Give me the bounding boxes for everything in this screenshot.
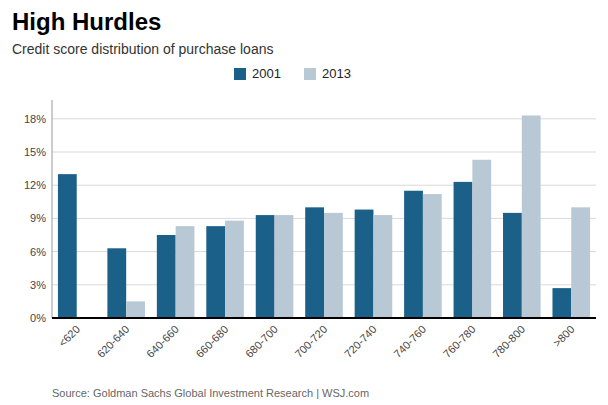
- chart: High Hurdles Credit score distribution of…: [0, 0, 608, 405]
- subtitle: Credit score distribution of purchase lo…: [12, 41, 273, 57]
- x-axis-line: [52, 317, 596, 319]
- bar: [107, 248, 126, 318]
- bar: [454, 182, 473, 318]
- y-tick-label: 3%: [30, 279, 46, 291]
- x-tick-label: 720-740: [342, 323, 379, 360]
- x-tick-label: 660-680: [193, 323, 230, 360]
- y-tick-label: 0%: [30, 312, 46, 324]
- x-tick-label: 760-780: [441, 323, 478, 360]
- bar: [503, 213, 522, 318]
- bar: [176, 226, 195, 318]
- legend-label: 2001: [252, 66, 281, 81]
- bar: [404, 191, 423, 318]
- x-tick-label: 780-800: [490, 323, 527, 360]
- bar: [157, 235, 176, 318]
- bar: [126, 301, 145, 318]
- bar: [324, 213, 343, 318]
- bar: [355, 210, 374, 318]
- x-tick-label: 620-640: [95, 323, 132, 360]
- legend: 2001 2013: [234, 66, 351, 81]
- legend-label: 2013: [322, 66, 351, 81]
- x-axis: <620 620-640 640-660 660-680 680-700 700-720 7…: [52, 318, 596, 360]
- bar: [552, 288, 571, 318]
- y-axis: 0% 3% 6% 9% 12% 15% 18%: [24, 100, 596, 324]
- grid-line: [52, 185, 596, 186]
- bar: [58, 174, 77, 318]
- x-tick-label: 700-720: [292, 323, 329, 360]
- legend-swatch: [234, 68, 246, 80]
- bar: [373, 215, 392, 318]
- bar: [256, 215, 275, 318]
- y-tick-label: 6%: [30, 246, 46, 258]
- bar: [472, 160, 491, 318]
- bar: [571, 207, 590, 318]
- bar: [206, 226, 225, 318]
- x-tick-label: 740-760: [391, 323, 428, 360]
- y-tick-label: 18%: [24, 113, 46, 125]
- grid-line: [52, 152, 596, 153]
- bar: [522, 115, 541, 318]
- y-axis-line: [52, 100, 53, 318]
- y-tick-label: 12%: [24, 179, 46, 191]
- grid-line: [52, 118, 596, 119]
- x-tick-label: 680-700: [243, 323, 280, 360]
- x-tick-label: >800: [551, 323, 577, 349]
- bar: [423, 194, 442, 318]
- grid-line: [52, 318, 596, 319]
- bar: [305, 207, 324, 318]
- bar: [225, 221, 244, 318]
- legend-swatch: [304, 68, 316, 80]
- x-tick-label: <620: [56, 323, 82, 349]
- x-tick-label: 640-660: [144, 323, 181, 360]
- bar: [275, 215, 294, 318]
- title: High Hurdles: [12, 8, 161, 35]
- bars: [58, 115, 590, 318]
- y-tick-label: 9%: [30, 212, 46, 224]
- source: Source: Goldman Sachs Global Investment …: [52, 387, 369, 399]
- y-tick-label: 15%: [24, 146, 46, 158]
